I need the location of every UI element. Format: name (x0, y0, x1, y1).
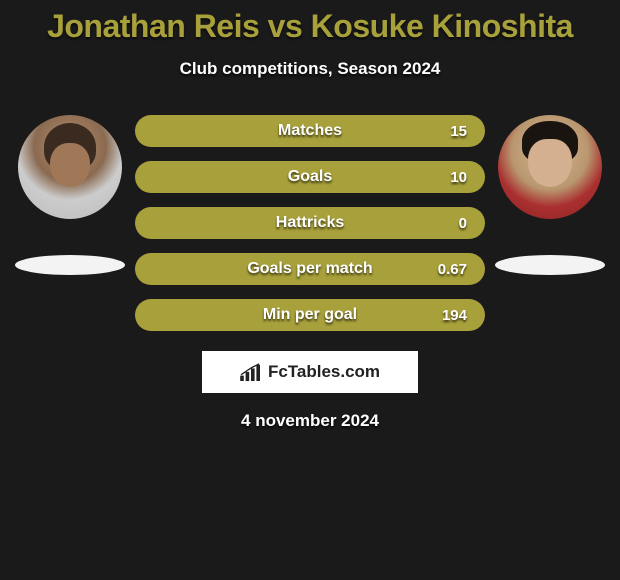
stat-value-right: 15 (450, 123, 467, 140)
logo-text: FcTables.com (268, 362, 380, 382)
comparison-subtitle: Club competitions, Season 2024 (0, 59, 620, 79)
comparison-title: Jonathan Reis vs Kosuke Kinoshita (0, 0, 620, 45)
player-right-avatar (498, 115, 602, 219)
stat-label: Hattricks (276, 214, 344, 232)
stat-bar-matches: Matches 15 (135, 115, 485, 147)
stat-bar-goals-per-match: Goals per match 0.67 (135, 253, 485, 285)
stat-label: Min per goal (263, 306, 357, 324)
stats-column: Matches 15 Goals 10 Hattricks 0 Goals pe… (135, 115, 485, 331)
player-right-column (495, 115, 605, 275)
stat-label: Goals (288, 168, 332, 186)
stat-value-right: 0.67 (438, 261, 467, 278)
stat-value-right: 194 (442, 307, 467, 324)
stat-label: Goals per match (247, 260, 372, 278)
player-left-shadow (15, 255, 125, 275)
bar-chart-icon (240, 363, 262, 381)
stat-value-right: 10 (450, 169, 467, 186)
stat-bar-min-per-goal: Min per goal 194 (135, 299, 485, 331)
player-right-shadow (495, 255, 605, 275)
player-left-column (15, 115, 125, 275)
comparison-date: 4 november 2024 (0, 411, 620, 431)
stat-label: Matches (278, 122, 342, 140)
logo-box[interactable]: FcTables.com (202, 351, 418, 393)
player-left-avatar (18, 115, 122, 219)
stat-bar-hattricks: Hattricks 0 (135, 207, 485, 239)
stat-value-right: 0 (459, 215, 467, 232)
comparison-main: Matches 15 Goals 10 Hattricks 0 Goals pe… (0, 115, 620, 331)
stat-bar-goals: Goals 10 (135, 161, 485, 193)
